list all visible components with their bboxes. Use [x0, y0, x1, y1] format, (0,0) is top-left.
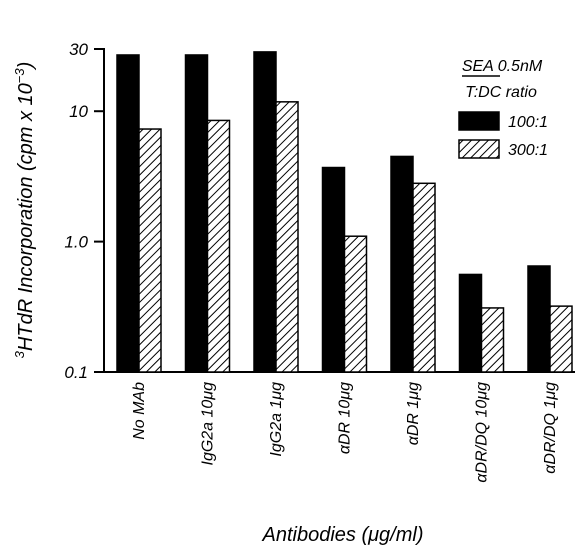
- bar-hatched: [275, 101, 299, 373]
- legend-title-line1: SEA 0.5nM: [462, 58, 543, 75]
- x-tick-label: αDR 1μg: [405, 382, 422, 445]
- legend: SEA 0.5nM T:DC ratio 100:1 300:1: [458, 58, 548, 159]
- x-tick-label: IgG2a 1μg: [268, 382, 285, 457]
- legend-swatch-hatched: [458, 139, 500, 159]
- x-axis-label: Antibodies (μg/ml): [261, 524, 423, 546]
- y-axis-label-prefix: 3: [12, 350, 27, 358]
- legend-label-300-1: 300:1: [508, 142, 548, 159]
- x-tick-label: No MAb: [131, 382, 148, 440]
- y-tick-label: 10: [69, 102, 88, 121]
- y-axis-label-main: HTdR Incorporation (cpm x 10: [15, 83, 37, 351]
- y-axis-label-exponent: −3: [12, 68, 27, 84]
- bar-solid: [253, 51, 277, 373]
- bar-hatched: [343, 235, 368, 373]
- bar-solid: [184, 54, 209, 373]
- bar-hatched: [549, 305, 573, 373]
- bar-solid: [116, 54, 140, 373]
- x-tick-label: αDR 10μg: [337, 382, 354, 454]
- bar-hatched: [480, 307, 505, 373]
- legend-swatch-solid: [458, 111, 500, 131]
- y-tick-label: 30: [69, 40, 88, 59]
- y-axis-label: 3HTdR Incorporation (cpm x 10−3): [12, 62, 37, 359]
- bar-hatched: [206, 119, 231, 373]
- bar-solid: [390, 155, 414, 373]
- y-axis-label-suffix: ): [15, 62, 37, 71]
- bar-hatched: [138, 128, 162, 373]
- x-tick-label: αDR/DQ 10μg: [474, 382, 491, 483]
- y-tick-label: 1.0: [64, 233, 88, 252]
- bar-solid: [527, 265, 551, 373]
- bar-hatched: [412, 182, 436, 373]
- bar-solid: [458, 273, 483, 373]
- legend-title-line2: T:DC ratio: [465, 84, 537, 101]
- y-tick-label: 0.1: [64, 363, 88, 382]
- x-tick-label: αDR/DQ 1μg: [542, 382, 559, 474]
- x-tick-label: IgG2a 10μg: [200, 382, 217, 466]
- bar-solid: [321, 166, 346, 373]
- legend-label-100-1: 100:1: [508, 114, 548, 131]
